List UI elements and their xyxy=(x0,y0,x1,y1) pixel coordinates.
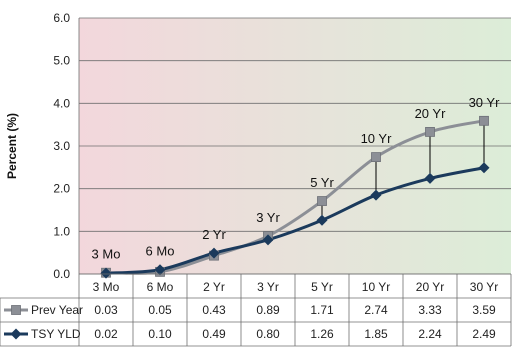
legend-series-name: Prev Year xyxy=(31,303,83,317)
table-cell-value: 0.10 xyxy=(148,327,172,341)
series-line-prev-year xyxy=(105,119,485,275)
x-category-label: 5 Yr xyxy=(311,280,333,294)
table-cell-value: 0.49 xyxy=(202,327,226,341)
data-point-tsy-yld xyxy=(262,234,274,246)
x-category-label: 10 Yr xyxy=(362,280,390,294)
table-cell-value: 2.24 xyxy=(418,327,442,341)
point-label: 30 Yr xyxy=(469,95,501,110)
series-markers xyxy=(100,115,490,279)
data-point-tsy-yld xyxy=(316,214,328,226)
data-point-prev-year xyxy=(317,196,327,206)
data-table: 3 Mo 6 Mo 2 Yr 3 Yr 5 Yr 10 Yr 20 Yr 30 Yr Prev … xyxy=(0,273,512,347)
x-category-label: 3 Yr xyxy=(257,280,279,294)
data-point-tsy-yld xyxy=(100,267,112,279)
table-cell-value: 0.80 xyxy=(256,327,280,341)
table-cell-value: 0.43 xyxy=(202,303,226,317)
table-cell-value: 1.71 xyxy=(310,303,334,317)
point-label: 10 Yr xyxy=(361,131,393,146)
point-label: 5 Yr xyxy=(310,175,334,190)
point-labels: 3 Mo 6 Mo 2 Yr 3 Yr 5 Yr 10 Yr 20 Yr 30 Yr xyxy=(92,95,501,262)
point-label: 6 Mo xyxy=(146,244,175,259)
legend-key-marker xyxy=(10,328,22,340)
table-cell-value: 3.59 xyxy=(472,303,496,317)
y-tick-label: 3.0 xyxy=(53,139,70,153)
x-category-label: 20 Yr xyxy=(416,280,444,294)
y-axis-tick-labels: 0.0 1.0 2.0 3.0 4.0 5.0 6.0 xyxy=(53,11,70,281)
x-category-label: 6 Mo xyxy=(147,280,174,294)
data-point-tsy-yld xyxy=(478,162,490,174)
y-tick-label: 5.0 xyxy=(53,54,70,68)
data-point-prev-year xyxy=(425,127,435,137)
table-cell-value: 2.49 xyxy=(472,327,496,341)
data-point-prev-year xyxy=(479,115,489,126)
y-tick-label: 0.0 xyxy=(53,267,70,281)
table-cell-value: 0.05 xyxy=(148,303,172,317)
point-label: 3 Yr xyxy=(256,210,280,225)
point-label: 3 Mo xyxy=(92,247,121,262)
x-category-label: 30 Yr xyxy=(470,280,498,294)
data-point-tsy-yld xyxy=(370,189,382,201)
x-category-label: 3 Mo xyxy=(93,280,120,294)
legend-key-marker xyxy=(11,305,21,315)
legend-series-name: TSY YLD xyxy=(31,327,81,341)
table-cell-value: 2.74 xyxy=(364,303,388,317)
y-tick-label: 2.0 xyxy=(53,182,70,196)
table-cell-value: 0.02 xyxy=(94,327,118,341)
table-cell-value: 3.33 xyxy=(418,303,442,317)
data-point-tsy-yld xyxy=(208,247,220,259)
table-cell-value: 0.03 xyxy=(94,303,118,317)
data-point-tsy-yld xyxy=(154,264,166,276)
data-point-tsy-yld xyxy=(424,172,436,184)
y-tick-label: 4.0 xyxy=(53,96,70,110)
data-point-prev-year xyxy=(371,152,381,162)
table-cell-value: 1.26 xyxy=(310,327,334,341)
point-label: 2 Yr xyxy=(202,227,226,242)
y-tick-label: 6.0 xyxy=(53,11,70,25)
y-tick-label: 1.0 xyxy=(53,224,70,238)
table-cell-value: 0.89 xyxy=(256,303,280,317)
table-cell-value: 1.85 xyxy=(364,327,388,341)
point-label: 20 Yr xyxy=(415,106,447,121)
y-axis-title: Percent (%) xyxy=(5,113,19,179)
x-category-label: 2 Yr xyxy=(203,280,225,294)
